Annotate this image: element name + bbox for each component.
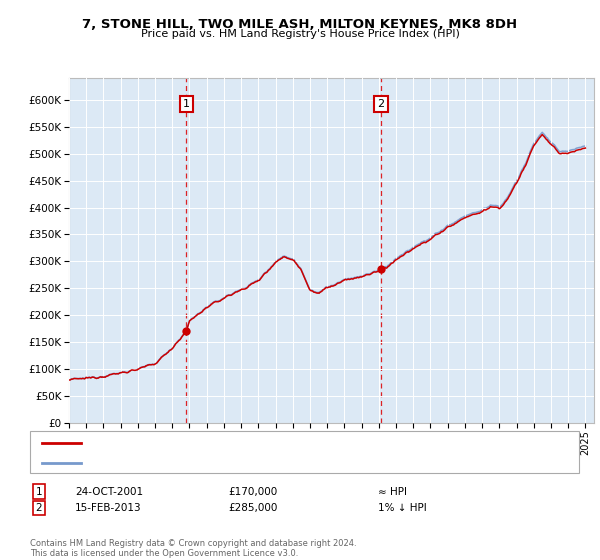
Text: 15-FEB-2013: 15-FEB-2013 bbox=[75, 503, 142, 513]
Text: 1% ↓ HPI: 1% ↓ HPI bbox=[378, 503, 427, 513]
Text: 2: 2 bbox=[35, 503, 43, 513]
Text: HPI: Average price, detached house, Milton Keynes: HPI: Average price, detached house, Milt… bbox=[87, 458, 336, 468]
Text: Contains HM Land Registry data © Crown copyright and database right 2024.
This d: Contains HM Land Registry data © Crown c… bbox=[30, 539, 356, 558]
Text: 7, STONE HILL, TWO MILE ASH, MILTON KEYNES, MK8 8DH (detached house): 7, STONE HILL, TWO MILE ASH, MILTON KEYN… bbox=[87, 438, 460, 448]
Text: 2: 2 bbox=[377, 99, 385, 109]
Text: Price paid vs. HM Land Registry's House Price Index (HPI): Price paid vs. HM Land Registry's House … bbox=[140, 29, 460, 39]
Text: 7, STONE HILL, TWO MILE ASH, MILTON KEYNES, MK8 8DH: 7, STONE HILL, TWO MILE ASH, MILTON KEYN… bbox=[82, 18, 518, 31]
Text: 1: 1 bbox=[35, 487, 43, 497]
Text: ≈ HPI: ≈ HPI bbox=[378, 487, 407, 497]
Text: £285,000: £285,000 bbox=[228, 503, 277, 513]
Text: £170,000: £170,000 bbox=[228, 487, 277, 497]
Text: 24-OCT-2001: 24-OCT-2001 bbox=[75, 487, 143, 497]
Text: 1: 1 bbox=[183, 99, 190, 109]
